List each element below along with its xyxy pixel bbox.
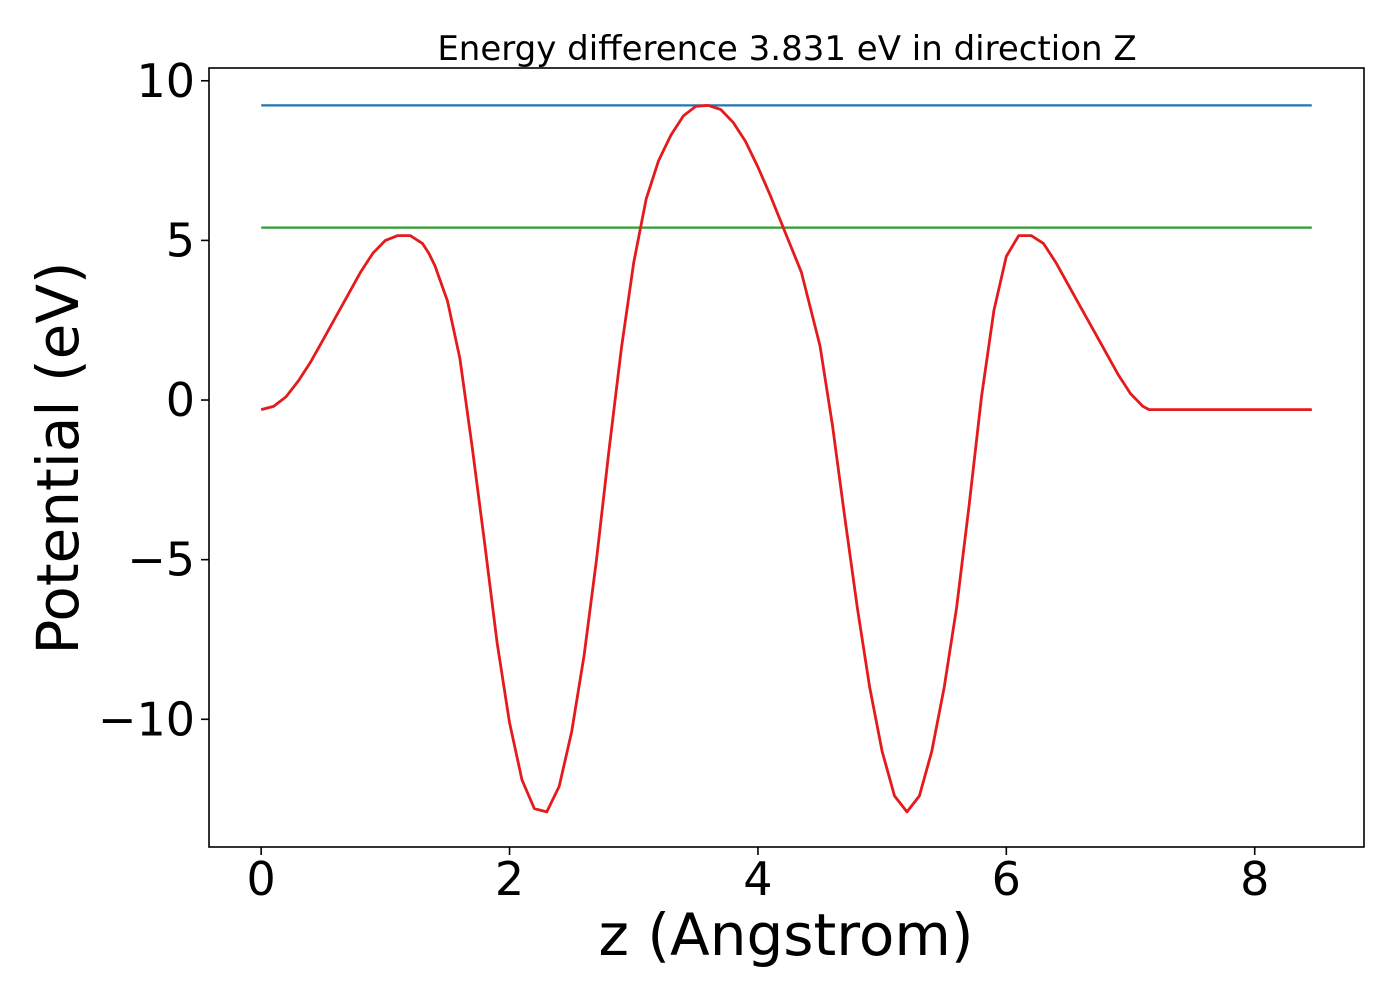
x-tick-label: 2 <box>495 852 524 906</box>
x-tick-label: 6 <box>992 852 1021 906</box>
x-axis-label: z (Angstrom) <box>599 901 974 969</box>
plot-frame <box>208 67 1365 848</box>
y-tick-label: −10 <box>98 692 195 746</box>
y-ticks: −10 −5 0 5 10 <box>98 54 209 746</box>
y-tick-label: 5 <box>166 213 195 267</box>
y-tick-label: 10 <box>136 54 195 108</box>
x-tick-label: 8 <box>1240 852 1269 906</box>
x-ticks: 0 2 4 6 8 <box>247 847 1269 906</box>
chart-title: Energy difference 3.831 eV in direction … <box>437 29 1136 69</box>
y-tick-label: −5 <box>127 533 195 587</box>
series-layer <box>260 104 1312 814</box>
y-tick-label: 0 <box>166 373 195 427</box>
y-axis-label: Potential (eV) <box>24 261 92 654</box>
potential-curve <box>260 104 1312 814</box>
x-tick-label: 0 <box>247 852 276 906</box>
x-tick-label: 4 <box>743 852 772 906</box>
